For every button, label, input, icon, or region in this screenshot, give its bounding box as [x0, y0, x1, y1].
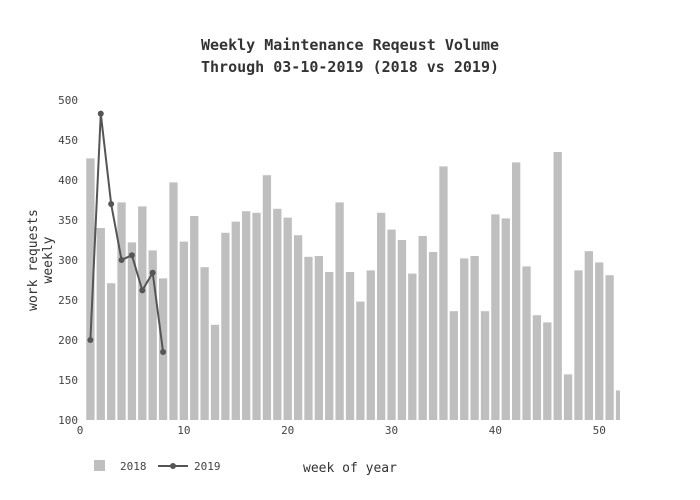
bar-2018-week-3	[107, 283, 116, 420]
y-tick-label: 500	[58, 94, 78, 107]
bar-2018-week-21	[293, 235, 303, 420]
x-tick-label: 30	[385, 424, 398, 437]
bar-2018-week-13	[210, 324, 220, 420]
point-2019-week-1	[87, 337, 94, 343]
point-2019-week-3	[108, 201, 115, 207]
bar-2018-week-29	[377, 212, 386, 420]
bar-2018-week-42	[512, 162, 521, 420]
point-2019-week-7	[149, 269, 156, 276]
y-axis-label-line1: work requests	[26, 209, 41, 311]
y-tick-label: 150	[58, 374, 78, 387]
bar-2018-week-17	[252, 212, 261, 420]
bar-2018-week-38	[470, 256, 479, 420]
bar-2018-week-48	[574, 270, 583, 420]
bar-2018-week-45	[543, 322, 552, 420]
bar-2018-week-46	[553, 152, 562, 420]
y-tick-label: 300	[58, 254, 78, 267]
bar-2018-week-27	[356, 301, 365, 420]
chart-title-line1: Weekly Maintenance Reqeust Volume	[201, 36, 499, 54]
bars-2018	[86, 152, 620, 420]
y-tick-label: 450	[58, 134, 78, 147]
bar-2018-week-25	[335, 202, 344, 420]
bar-2018-week-10	[179, 241, 188, 420]
x-axis-label: week of year	[303, 461, 397, 476]
x-tick-label: 0	[77, 424, 84, 437]
y-tick-label: 400	[58, 174, 78, 187]
bar-2018-week-12	[200, 267, 209, 420]
bar-2018-week-31	[397, 240, 407, 420]
bar-2018-week-44	[532, 315, 542, 420]
bar-2018-week-30	[387, 229, 396, 420]
bar-2018-week-22	[304, 256, 313, 420]
bar-2018-week-32	[408, 273, 417, 420]
x-tick-label: 50	[593, 424, 606, 437]
bar-2018-week-14	[221, 232, 230, 420]
legend-label-2018: 2018	[120, 460, 147, 473]
bar-2018-week-9	[169, 182, 178, 420]
bar-2018-week-1	[86, 158, 95, 420]
bar-2018-week-47	[563, 374, 573, 420]
bar-2018-week-26	[345, 272, 355, 420]
bar-2018-week-19	[273, 208, 282, 420]
y-axis-label-line2: weekly	[41, 236, 56, 283]
y-tick-label: 250	[58, 294, 78, 307]
legend: 2018 2019	[94, 460, 221, 473]
bar-2018-week-15	[231, 221, 240, 420]
bar-2018-week-49	[584, 251, 593, 420]
chart-title-line2: Through 03-10-2019 (2018 vs 2019)	[201, 58, 499, 76]
bar-2018-week-35	[439, 166, 448, 420]
x-axis-ticks: 0 10 20 30 40 50	[77, 424, 606, 437]
bar-2018-week-33	[418, 236, 427, 420]
plot-area	[86, 110, 620, 420]
bar-2018-week-5	[127, 242, 137, 420]
point-2019-week-4	[118, 257, 125, 263]
y-tick-label: 200	[58, 334, 78, 347]
y-tick-label: 100	[58, 414, 78, 427]
y-tick-label: 350	[58, 214, 78, 227]
y-axis-label-group: work requests weekly	[26, 209, 56, 311]
bar-2018-week-23	[314, 256, 323, 420]
bar-2018-week-2	[96, 228, 105, 420]
legend-swatch-2018	[94, 460, 105, 471]
bar-2018-week-7	[148, 250, 157, 420]
bar-2018-week-37	[460, 258, 469, 420]
bar-2018-week-40	[491, 214, 500, 420]
bar-2018-week-20	[283, 217, 292, 420]
point-2019-week-6	[139, 287, 146, 294]
x-tick-label: 20	[281, 424, 294, 437]
point-2019-week-2	[97, 110, 104, 117]
bar-2018-week-24	[325, 272, 334, 420]
x-tick-label: 40	[489, 424, 502, 437]
bar-2018-week-39	[480, 311, 490, 420]
bar-2018-week-16	[242, 211, 251, 420]
bar-2018-week-11	[190, 216, 199, 420]
x-tick-label: 10	[177, 424, 190, 437]
bar-2018-week-43	[522, 266, 531, 420]
bar-2018-week-4	[117, 202, 126, 420]
legend-label-2019: 2019	[194, 460, 221, 473]
bar-2018-week-6	[138, 206, 147, 420]
bar-2018-week-51	[605, 275, 614, 420]
bar-2018-week-50	[595, 262, 604, 420]
point-2019-week-8	[160, 349, 167, 355]
bar-2018-week-34	[428, 252, 438, 420]
legend-marker-2019	[170, 463, 176, 469]
bar-2018-week-41	[501, 218, 510, 420]
bar-2018-week-18	[262, 175, 272, 420]
bar-2018-week-28	[366, 270, 375, 420]
line-2019	[87, 110, 167, 355]
series-line-2019	[89, 113, 165, 353]
point-2019-week-5	[128, 252, 135, 259]
bar-2018-week-52	[615, 390, 620, 420]
y-axis-ticks: 100 150 200 250 300 350 400 450 500	[58, 94, 78, 427]
bar-2018-week-36	[449, 311, 458, 420]
